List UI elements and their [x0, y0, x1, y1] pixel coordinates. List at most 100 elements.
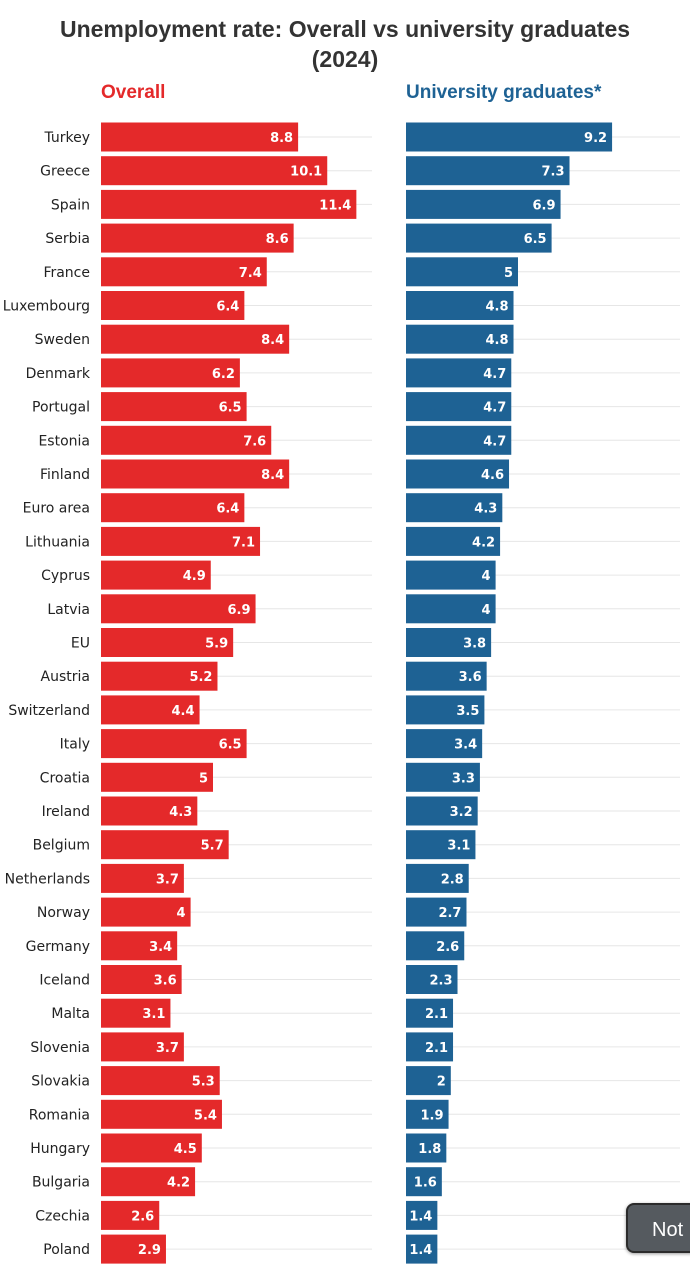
graduates-value-label: 3.3	[452, 771, 475, 786]
overall-value-label: 5.7	[201, 839, 224, 854]
graduates-bar	[406, 392, 512, 422]
overall-bar	[101, 830, 229, 860]
graduates-bar	[406, 998, 454, 1028]
overall-value-label: 6.4	[216, 300, 239, 315]
overall-bar	[101, 425, 272, 455]
graduates-value-label: 9.2	[584, 131, 607, 146]
overall-bar	[101, 156, 328, 186]
graduates-value-label: 7.3	[541, 165, 564, 180]
chart-title-line1: Unemployment rate: Overall vs university…	[59, 16, 631, 42]
graduates-bar	[406, 796, 478, 826]
graduates-value-label: 4.7	[483, 367, 506, 382]
graduates-bar	[406, 1167, 442, 1197]
overall-value-label: 2.6	[131, 1209, 154, 1224]
overall-bar	[101, 560, 211, 590]
overall-bar	[101, 762, 213, 792]
overall-panel-title: Overall	[101, 82, 166, 103]
overall-bar	[101, 392, 247, 422]
overall-value-label: 4.5	[174, 1142, 197, 1157]
overall-value-label: 3.7	[156, 1041, 179, 1056]
overall-value-label: 3.7	[156, 872, 179, 887]
graduates-value-label: 1.4	[409, 1209, 432, 1224]
graduates-value-label: 2.8	[441, 872, 464, 887]
graduates-value-label: 4	[482, 569, 491, 584]
overall-bar	[101, 628, 234, 657]
overall-value-label: 5	[199, 771, 208, 786]
graduates-value-label: 3.5	[456, 704, 479, 719]
chart-title-line2: (2024)	[311, 46, 379, 72]
graduates-value-label: 1.9	[421, 1108, 444, 1123]
category-label: Greece	[40, 164, 90, 180]
overall-value-label: 3.6	[154, 974, 177, 989]
category-label: Bulgaria	[32, 1175, 90, 1191]
overall-bar	[101, 1066, 220, 1096]
overall-value-label: 3.4	[149, 940, 172, 955]
overall-bar	[101, 459, 290, 489]
overall-value-label: 5.9	[205, 637, 228, 652]
overall-value-label: 6.5	[219, 738, 242, 753]
category-label: Czechia	[35, 1208, 90, 1224]
overall-value-label: 2.9	[138, 1243, 161, 1258]
overall-value-label: 6.2	[212, 367, 235, 382]
graduates-value-label: 2	[437, 1075, 446, 1090]
overall-bar	[101, 257, 267, 287]
overall-bar	[101, 931, 178, 961]
overall-bar	[101, 1133, 202, 1163]
category-label: Croatia	[40, 770, 90, 786]
category-label: Iceland	[39, 973, 90, 989]
graduates-bar	[406, 628, 492, 657]
overall-bar	[101, 1099, 222, 1129]
graduates-bar	[406, 762, 480, 792]
overall-value-label: 4	[177, 906, 186, 921]
category-label: Portugal	[32, 400, 90, 416]
category-label: Estonia	[38, 433, 90, 449]
graduates-bar	[406, 1234, 438, 1264]
graduates-value-label: 3.4	[454, 738, 477, 753]
category-label: Italy	[60, 737, 90, 753]
category-label: Ireland	[42, 804, 90, 820]
graduates-bar	[406, 729, 483, 759]
graduates-value-label: 4.2	[472, 535, 495, 550]
graduates-value-label: 3.6	[459, 670, 482, 685]
overall-value-label: 4.9	[183, 569, 206, 584]
graduates-bar	[406, 1133, 447, 1163]
overall-bar	[101, 695, 200, 725]
overall-bar	[101, 965, 182, 994]
overall-value-label: 7.1	[232, 535, 255, 550]
overall-bar	[101, 897, 191, 927]
overall-bar	[101, 1167, 196, 1197]
category-label: Luxembourg	[3, 299, 90, 315]
category-label: Sweden	[35, 332, 90, 348]
category-label: Romania	[29, 1107, 90, 1123]
graduates-bar	[406, 863, 469, 893]
overall-bar	[101, 189, 357, 219]
category-label: Turkey	[43, 130, 90, 146]
overall-value-label: 11.4	[319, 198, 351, 213]
graduates-bar	[406, 257, 518, 287]
graduates-value-label: 3.1	[447, 839, 470, 854]
graduates-bar	[406, 189, 561, 219]
graduates-bar	[406, 965, 458, 994]
graduates-bar	[406, 291, 514, 320]
overall-bar	[101, 291, 245, 320]
overall-value-label: 6.5	[219, 401, 242, 416]
graduates-bar	[406, 425, 512, 455]
overall-bar	[101, 998, 171, 1028]
overall-value-label: 5.3	[192, 1075, 215, 1090]
overall-bar	[101, 493, 245, 523]
notes-button[interactable]: Not	[626, 1203, 690, 1253]
category-label: France	[43, 265, 90, 281]
overall-value-label: 6.4	[216, 502, 239, 517]
graduates-bar	[406, 459, 510, 489]
graduates-value-label: 1.4	[409, 1243, 432, 1258]
overall-value-label: 7.4	[239, 266, 262, 281]
graduates-bar	[406, 122, 613, 152]
overall-value-label: 5.2	[189, 670, 212, 685]
category-label: Spain	[51, 197, 90, 213]
graduates-value-label: 6.9	[533, 198, 556, 213]
overall-value-label: 5.4	[194, 1108, 217, 1123]
graduates-bar	[406, 1200, 438, 1230]
category-label: Norway	[37, 905, 90, 921]
overall-bar	[101, 324, 290, 354]
